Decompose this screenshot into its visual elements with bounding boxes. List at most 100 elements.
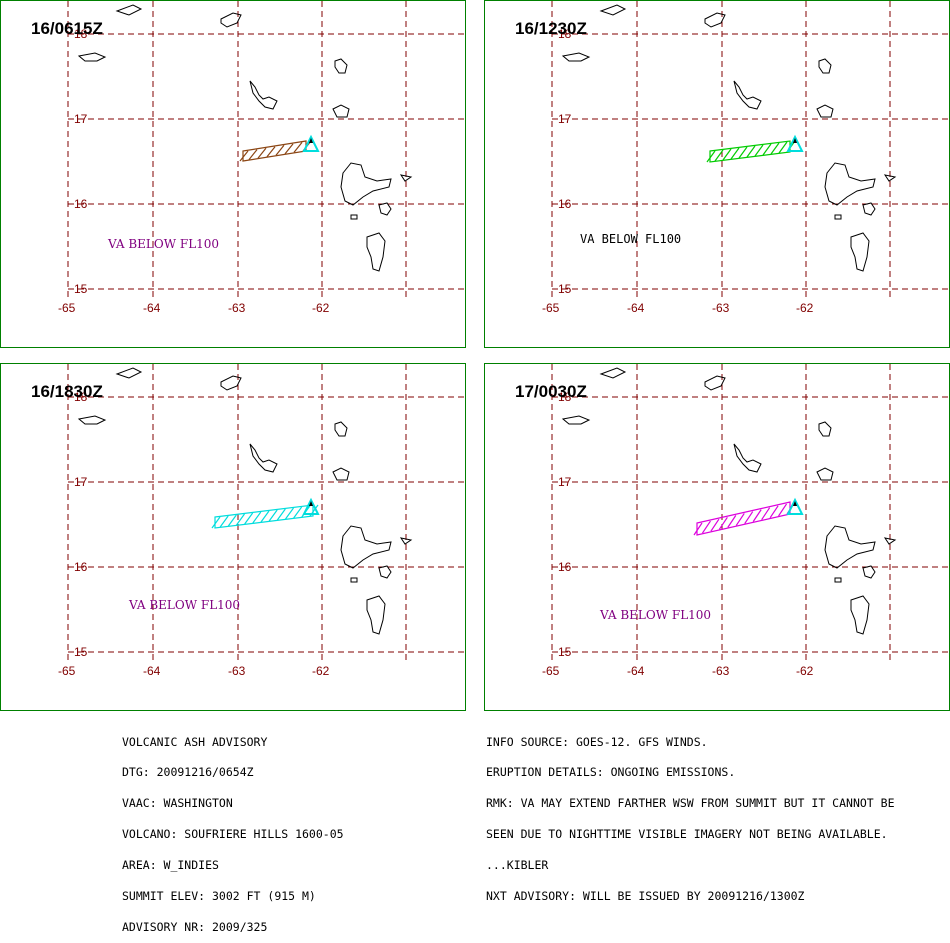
ash-hatch [248, 149, 258, 160]
longitude-label: -63 [228, 664, 246, 678]
island-outline [704, 375, 726, 391]
ash-hatch [268, 509, 278, 522]
island-outline [704, 12, 726, 28]
island-outline [733, 80, 762, 110]
longitude-label: -64 [143, 664, 161, 678]
ash-hatch [701, 520, 711, 534]
advisory-remark-2: SEEN DUE TO NIGHTTIME VISIBLE IMAGERY NO… [486, 827, 888, 842]
latitude-label: 16 [558, 560, 572, 574]
island-outline [220, 12, 242, 28]
longitude-label: -62 [312, 301, 330, 315]
map-panel-1: -65 -64 -63 -62 18 17 16 15 16/0615Z VA BELOW F… [0, 0, 466, 348]
va-label: VA BELOW FL100 [580, 232, 682, 246]
ash-hatch [730, 147, 740, 160]
island-outline [340, 162, 392, 206]
ash-hatch [746, 145, 756, 158]
island-outline [862, 565, 876, 579]
panel-time-label: 16/1230Z [515, 19, 587, 38]
longitude-label: -63 [712, 301, 730, 315]
island-outline [115, 367, 143, 379]
ash-hatch [738, 146, 748, 159]
map-canvas-2: -65 -64 -63 -62 18 17 16 15 [542, 1, 949, 315]
ash-hatch [275, 144, 285, 156]
panel-time-label: 17/0030Z [515, 382, 587, 401]
latitude-label: 15 [558, 645, 572, 659]
island-outline [378, 565, 392, 579]
island-outline [350, 577, 358, 583]
ash-hatch [260, 510, 270, 523]
map-panel-2: -65 -64 -63 -62 18 17 16 15 16/1230Z VA BELOW F… [484, 0, 950, 348]
island-outline [115, 4, 143, 16]
latitude-label: 16 [558, 197, 572, 211]
va-label: VA BELOW FL100 [600, 608, 712, 622]
ash-hatch [744, 511, 754, 524]
island-outline [850, 232, 870, 272]
island-outline [824, 525, 876, 569]
ash-hatch [239, 150, 249, 162]
island-outline [818, 58, 832, 74]
volcano-icon [786, 497, 804, 515]
island-outline [816, 467, 834, 481]
ash-hatch [754, 144, 764, 157]
ash-hatch [227, 514, 237, 527]
map-panel-3: -65 -64 -63 -62 18 17 16 15 16/1830Z VA BELOW F… [0, 363, 466, 711]
ash-hatch [293, 142, 303, 153]
ash-hatch [762, 143, 772, 156]
advisory-vaac: VAAC: WASHINGTON [122, 796, 233, 811]
advisory-volcano: VOLCANO: SOUFRIERE HILLS 1600-05 [122, 827, 344, 842]
ash-hatch [769, 505, 779, 519]
longitude-label: -64 [143, 301, 161, 315]
volcano-icon [302, 134, 320, 152]
ash-plume-outline [242, 140, 307, 162]
map-panel-4: -65 -64 -63 -62 18 17 16 15 17/0030Z VA BELOW F… [484, 363, 950, 711]
island-outline [599, 4, 627, 16]
ash-hatch [236, 513, 245, 526]
ash-hatch [722, 148, 732, 161]
island-outline [561, 52, 591, 62]
island-outline [850, 595, 870, 635]
island-outline [366, 232, 386, 272]
latitude-label: 16 [74, 197, 88, 211]
ash-hatch [293, 506, 303, 519]
ash-hatch [778, 503, 788, 517]
advisory-title: VOLCANIC ASH ADVISORY [122, 734, 268, 749]
advisory-info-source: INFO SOURCE: GOES-12. GFS WINDS. [486, 734, 708, 749]
advisory-area: AREA: W_INDIES [122, 858, 219, 873]
island-outline [332, 104, 350, 118]
latitude-label: 18 [74, 27, 88, 41]
advisory-next: NXT ADVISORY: WILL BE ISSUED BY 20091216… [486, 889, 805, 904]
longitude-label: -63 [712, 664, 730, 678]
volcano-summit-marker [793, 501, 797, 506]
latitude-label: 17 [74, 475, 88, 489]
longitude-label: -62 [796, 301, 814, 315]
island-outline [816, 104, 834, 118]
latitude-label: 17 [74, 112, 88, 126]
ash-hatch [706, 150, 716, 163]
island-outline [334, 421, 348, 437]
island-outline [249, 80, 278, 110]
island-outline [340, 525, 392, 569]
ash-hatch [718, 516, 728, 530]
longitude-label: -65 [58, 301, 76, 315]
latitude-label: 15 [558, 282, 572, 296]
advisory-summit: SUMMIT ELEV: 3002 FT (915 M) [122, 889, 316, 904]
island-outline [824, 162, 876, 206]
advisory-remark-1: RMK: VA MAY EXTEND FARTHER WSW FROM SUMM… [486, 796, 895, 811]
volcano-summit-marker [309, 501, 313, 506]
ash-hatch [266, 146, 276, 158]
island-outline [399, 174, 413, 182]
advisory-left: VOLCANIC ASH ADVISORY DTG: 20091216/0654… [122, 716, 344, 943]
map-canvas-1: -65 -64 -63 -62 18 17 16 15 [58, 1, 465, 315]
longitude-label: -65 [58, 664, 76, 678]
advisory-right: INFO SOURCE: GOES-12. GFS WINDS. ERUPTIO… [486, 716, 895, 912]
advisory-dtg: DTG: 20091216/0654Z [122, 765, 254, 780]
island-outline [883, 174, 897, 182]
volcano-icon [302, 497, 320, 515]
island-outline [561, 415, 591, 425]
map-canvas-4: -65 -64 -63 -62 18 17 16 15 [542, 364, 949, 678]
va-label: VA BELOW FL100 [129, 598, 241, 612]
ash-hatch [752, 509, 762, 522]
island-outline [332, 467, 350, 481]
volcano-summit-marker [309, 138, 313, 143]
ash-hatch [276, 508, 286, 521]
